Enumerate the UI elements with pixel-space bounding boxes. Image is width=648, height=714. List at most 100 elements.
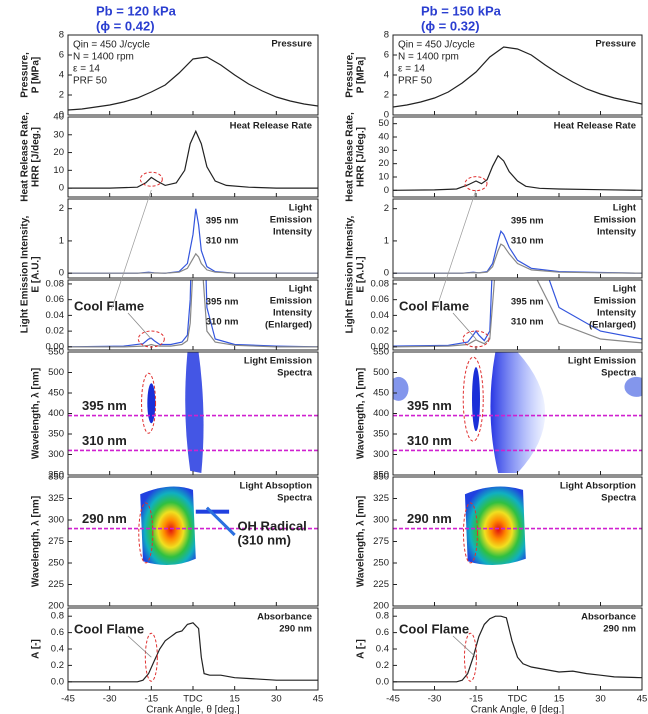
y-tick-label: 0 (59, 268, 64, 279)
panel-label: Light (613, 203, 637, 214)
y-tick-label: 0.06 (46, 294, 65, 305)
y-tick-label: 0.8 (51, 611, 64, 622)
y-tick-label: 550 (373, 347, 389, 358)
annotation: PRF 50 (73, 76, 107, 87)
y-tick-label: 0.8 (376, 611, 389, 622)
y-tick-label: 250 (373, 470, 389, 481)
panel-label: Emission (270, 296, 312, 307)
y-tick-label: 0 (384, 185, 389, 196)
data-line (68, 56, 318, 111)
plot-area (68, 208, 318, 274)
y-tick-label: 250 (48, 470, 64, 481)
y-axis-label: Wavelength, λ [nm] (356, 368, 367, 459)
absorption-blob (140, 486, 196, 566)
y-axis-label: A [-] (31, 639, 42, 659)
emission-band (185, 352, 204, 473)
y-tick-label: 40 (53, 112, 64, 123)
x-tick-label: -15 (469, 694, 483, 705)
y-axis-label: HRR [J/deg.] (31, 127, 42, 187)
plot-area (464, 486, 526, 566)
y-tick-label: 300 (48, 515, 64, 526)
cool-flame-marker (462, 502, 478, 564)
leader (435, 189, 477, 311)
series-label: 395 nm (206, 216, 239, 227)
plot-area (393, 615, 642, 683)
plot-area (68, 129, 318, 189)
y-axis-label: Wavelength, λ [nm] (356, 496, 367, 587)
reference-label: 290 nm (82, 511, 127, 526)
annotation: (310 nm) (237, 532, 290, 547)
x-tick-label: -45 (61, 694, 75, 705)
annotation: Cool Flame (399, 621, 469, 636)
y-tick-label: 325 (373, 493, 389, 504)
panel-label: 290 nm (603, 624, 636, 635)
y-tick-label: 0.0 (51, 676, 64, 687)
y-tick-label: 0.06 (371, 294, 390, 305)
column-subtitle: (ϕ = 0.32) (421, 18, 480, 33)
y-tick-label: 20 (53, 147, 64, 158)
y-tick-label: 225 (48, 579, 64, 590)
y-tick-label: 1 (59, 235, 64, 246)
y-tick-label: 350 (373, 429, 389, 440)
panel-label: Intensity (597, 308, 637, 319)
y-tick-label: 300 (373, 515, 389, 526)
y-axis-label: Wavelength, λ [nm] (31, 368, 42, 459)
y-tick-label: 0.6 (376, 627, 389, 638)
annotation: Qin = 450 J/cycle (398, 40, 475, 51)
panel-label: Light Emission (244, 356, 312, 367)
y-tick-label: 4 (384, 70, 389, 81)
column-title: Pb = 150 kPa (421, 3, 502, 18)
annotation: ε = 14 (73, 64, 100, 75)
panel-frame (392, 607, 643, 691)
y-tick-label: 20 (378, 158, 389, 169)
panel-label: Light Absorption (560, 481, 636, 492)
panel-label: Emission (270, 215, 312, 226)
x-tick-label: TDC (508, 694, 528, 705)
plot-area (140, 486, 230, 566)
y-axis-label: Heat Release Rate, (20, 112, 31, 202)
plot-area (147, 352, 204, 473)
panel-frame (392, 116, 643, 198)
x-tick-label: TDC (183, 694, 203, 705)
y-tick-label: 0.00 (371, 341, 390, 352)
series-label: 310 nm (206, 236, 239, 247)
y-axis-label: Pressure, (20, 52, 31, 98)
reference-label: 310 nm (82, 433, 127, 448)
y-tick-label: 8 (59, 30, 64, 41)
y-axis-label: Light Emission Intensity, (20, 215, 31, 333)
data-line (68, 252, 318, 274)
y-tick-label: 30 (53, 129, 64, 140)
annotation: N = 1400 rpm (398, 52, 459, 63)
y-axis-label: A [-] (356, 639, 367, 659)
panel-label: Light (613, 284, 637, 295)
y-tick-label: 0.00 (46, 341, 65, 352)
data-line (393, 46, 642, 108)
annotation-leader (452, 312, 477, 340)
y-tick-label: 0.0 (376, 676, 389, 687)
y-axis-label: Pressure, (345, 52, 356, 98)
panel-label: Spectra (601, 493, 637, 504)
plot-area (393, 280, 642, 348)
y-tick-label: 2 (59, 203, 64, 214)
y-tick-label: 0.2 (376, 660, 389, 671)
panel-label: Pressure (595, 39, 636, 50)
y-tick-label: 4 (59, 70, 64, 81)
panel-frame (67, 351, 319, 476)
panel-label: Light (289, 284, 313, 295)
series-label: 310 nm (511, 317, 544, 328)
x-tick-label: 30 (271, 694, 282, 705)
annotation: ε = 14 (398, 64, 425, 75)
plot-area (68, 622, 318, 683)
panel-frame (67, 34, 319, 116)
data-line (68, 280, 318, 348)
panel-label: Emission (594, 296, 636, 307)
y-axis-label: P [MPa] (356, 57, 367, 94)
y-tick-label: 1 (384, 235, 389, 246)
y-tick-label: 500 (48, 367, 64, 378)
cool-flame-marker (462, 330, 490, 348)
annotation: N = 1400 rpm (73, 52, 134, 63)
data-line (68, 129, 318, 189)
y-tick-label: 6 (59, 50, 64, 61)
panel-label: Spectra (601, 368, 637, 379)
y-tick-label: 6 (384, 50, 389, 61)
